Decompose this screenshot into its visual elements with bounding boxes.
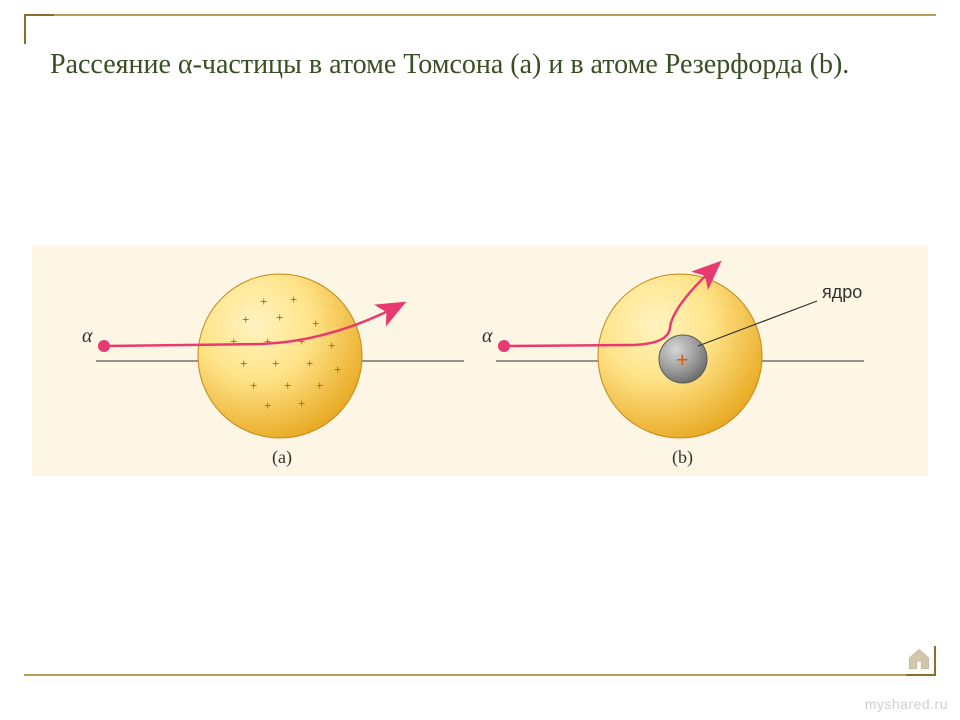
plus-mark: +	[312, 316, 319, 331]
top-rule	[24, 14, 936, 16]
plus-mark: +	[272, 356, 279, 371]
plus-mark: +	[240, 356, 247, 371]
alpha-label-b: α	[482, 325, 493, 347]
watermark: myshared.ru	[865, 696, 948, 712]
home-icon[interactable]	[906, 646, 932, 672]
plus-mark: +	[264, 398, 271, 413]
plus-mark: +	[242, 312, 249, 327]
plus-mark: +	[276, 310, 283, 325]
plus-mark: +	[328, 338, 335, 353]
plus-mark: +	[334, 362, 341, 377]
plus-mark: +	[250, 378, 257, 393]
plus-mark: +	[298, 334, 305, 349]
alpha-label-a: α	[82, 325, 93, 347]
panel-a: ++++++++++++++++++ α	[82, 274, 464, 438]
plus-mark: +	[298, 396, 305, 411]
panel-label-b: (b)	[672, 447, 693, 468]
plus-mark: +	[230, 334, 237, 349]
scattering-diagram: ++++++++++++++++++ α + ядро α (a) (b)	[32, 246, 928, 476]
thomson-atom	[198, 274, 362, 438]
panel-label-a: (a)	[272, 447, 292, 468]
diagram-svg: ++++++++++++++++++ α + ядро α	[32, 246, 928, 476]
alpha-particle-a	[98, 340, 110, 352]
bottom-rule	[24, 674, 936, 676]
plus-mark: +	[290, 292, 297, 307]
plus-mark: +	[306, 356, 313, 371]
nucleus-label: ядро	[822, 282, 862, 302]
nucleus-plus: +	[676, 347, 689, 372]
page-title: Рассеяние α-частицы в атоме Томсона (a) …	[50, 38, 900, 91]
plus-mark: +	[284, 378, 291, 393]
plus-mark: +	[316, 378, 323, 393]
plus-mark: +	[264, 334, 271, 349]
plus-mark: +	[260, 294, 267, 309]
alpha-particle-b	[498, 340, 510, 352]
panel-b: + ядро α	[482, 264, 864, 438]
